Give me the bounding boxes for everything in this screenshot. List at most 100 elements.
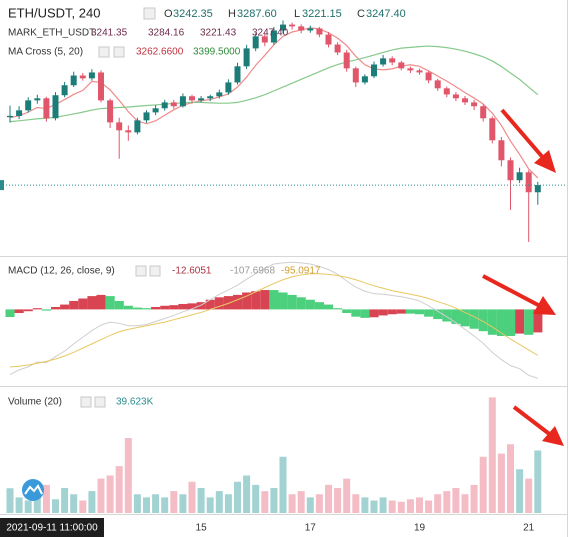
signal-line [9, 273, 539, 368]
macd-legend-value: -95.0917 [281, 266, 321, 277]
volume-title: Volume (20) [8, 397, 62, 408]
macd-histogram-bar [105, 296, 115, 310]
volume-bar [124, 438, 132, 513]
candle-body [289, 24, 296, 27]
icon[interactable] [94, 396, 106, 408]
logo [22, 479, 44, 501]
macd-histogram-bar [533, 309, 543, 333]
macd-histogram-bar [487, 309, 497, 335]
candle-body [125, 130, 132, 133]
candle-body [489, 118, 496, 141]
macd-histogram-bar [114, 300, 124, 310]
macd-histogram-bar [415, 309, 425, 315]
volume-bar [152, 494, 160, 513]
icon[interactable] [149, 265, 161, 277]
x-tick-label: 17 [305, 523, 317, 534]
candle-body [43, 98, 50, 119]
macd-histogram-bar [442, 309, 452, 322]
candle-body [16, 110, 23, 116]
x-tick-label: 21 [523, 523, 535, 534]
candle-body [179, 96, 186, 107]
macd-histogram-bar [451, 309, 461, 324]
ma-line [9, 45, 539, 123]
candle-body [134, 120, 141, 133]
candle-body [316, 28, 323, 35]
marks: 15 17 19 21 [0, 20, 567, 534]
volume-bar [215, 491, 223, 513]
icon[interactable] [143, 7, 156, 20]
volume-bar [61, 488, 69, 513]
candle-body [270, 30, 277, 43]
candle-body [198, 98, 205, 101]
candle-body [352, 68, 359, 83]
candle-body [79, 75, 86, 79]
macd-histogram-bar [433, 309, 443, 320]
macd-histogram-bar [187, 303, 197, 310]
macd-histogram-bar [69, 300, 79, 310]
icon[interactable] [80, 396, 92, 408]
ma-line [9, 27, 539, 179]
crosshair-label-box [0, 518, 104, 537]
macd-histogram-bar [515, 309, 525, 334]
candle-body [534, 185, 541, 193]
volume-bar [352, 494, 360, 513]
mark-name: MARK_ETH_USDT [8, 28, 95, 39]
candle-body [407, 68, 414, 71]
volume-bar [206, 497, 214, 513]
candle-body [34, 98, 41, 101]
candle-body [207, 96, 214, 99]
volume-bar [534, 450, 542, 513]
candle-body [216, 92, 223, 97]
mark-value: 3221.43 [200, 28, 237, 39]
candle-body [261, 36, 268, 43]
x-tick-label: 15 [196, 523, 208, 534]
volume-bar [379, 497, 387, 513]
macd-histogram-bar [14, 309, 24, 314]
macd-histogram-bar [524, 309, 534, 335]
macd-histogram-bar [378, 309, 388, 316]
icon[interactable] [135, 265, 147, 277]
candle-body [298, 26, 305, 31]
macd-histogram-bar [305, 299, 315, 310]
candle-body [189, 96, 195, 101]
macd-histogram-bar [87, 296, 97, 310]
candle-body [116, 122, 123, 131]
icon[interactable] [113, 46, 125, 58]
macd-histogram-bar [132, 307, 142, 310]
candle-body [170, 102, 177, 107]
volume-bar [261, 491, 269, 513]
volume-bar [270, 488, 278, 513]
macd-histogram-bar [405, 309, 415, 314]
ohlc-value: 3221.15 [302, 8, 342, 20]
ohlc-value: 3287.60 [237, 8, 277, 20]
candle-body [280, 24, 286, 31]
volume-legend-value: 39.623K [116, 397, 154, 408]
volume-bar [416, 497, 423, 513]
ma-value: 3399.5000 [193, 47, 241, 58]
macd-histogram-bar [123, 305, 133, 310]
volume-bar [33, 494, 41, 513]
volume-bar [42, 484, 50, 513]
volume-bar [315, 494, 323, 513]
macd-histogram-bar [314, 302, 324, 310]
macd-histogram-bar [242, 292, 252, 310]
crosshair-label: 2021-09-11 11:00:00 [6, 523, 98, 534]
candle-body [443, 88, 450, 95]
candle-body [380, 58, 387, 65]
volume-bar [479, 456, 487, 513]
macd-legend-value: -12.6051 [172, 266, 212, 277]
candle-body [525, 172, 532, 193]
candle-body [398, 62, 405, 69]
volume-bar [306, 497, 314, 513]
ohlc-value: 3247.40 [366, 8, 406, 20]
volume-bar [197, 488, 205, 513]
macd-histogram-bar [333, 308, 343, 310]
ma-name: MA Cross (5, 20) [8, 47, 83, 58]
macd-histogram-bar [387, 309, 397, 315]
volume-bar [452, 488, 460, 513]
macd-histogram-bar [287, 294, 297, 310]
macd-histogram-bar [460, 309, 470, 327]
macd-histogram-bar [269, 290, 279, 310]
icon[interactable] [98, 46, 110, 58]
